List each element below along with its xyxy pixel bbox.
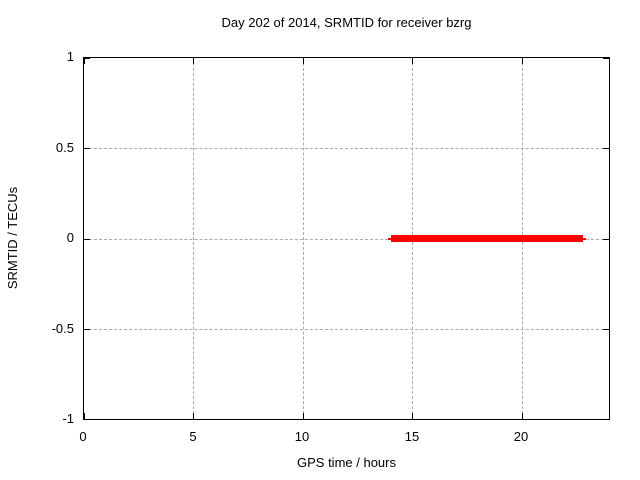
x-tick-mark <box>303 58 304 64</box>
y-tick-label: 0.5 <box>55 140 74 155</box>
y-tick-label: -1 <box>62 411 74 426</box>
y-tick-mark <box>84 148 90 149</box>
y-tick-label: -0.5 <box>51 321 74 336</box>
y-tick-mark <box>84 58 90 59</box>
x-tick-mark <box>193 413 194 419</box>
y-gridline <box>84 328 609 330</box>
x-tick-mark <box>412 413 413 419</box>
x-tick-mark <box>84 58 85 64</box>
x-tick-mark <box>412 58 413 64</box>
x-tick-mark <box>84 413 85 419</box>
x-tick-label: 20 <box>513 429 529 444</box>
x-tick-label: 5 <box>189 429 197 444</box>
x-tick-mark <box>193 58 194 64</box>
x-tick-label: 0 <box>79 429 87 444</box>
x-axis-label: GPS time / hours <box>297 455 396 470</box>
y-gridline <box>84 238 609 240</box>
y-tick-mark <box>603 239 609 240</box>
y-tick-mark <box>84 419 90 420</box>
y-tick-label: 1 <box>66 49 74 64</box>
y-tick-label: 0 <box>66 230 74 245</box>
y-tick-mark <box>603 58 609 59</box>
x-tick-mark <box>522 58 523 64</box>
y-tick-mark <box>603 148 609 149</box>
data-series-line <box>391 235 583 242</box>
chart-title: Day 202 of 2014, SRMTID for receiver bzr… <box>221 15 472 30</box>
y-tick-mark <box>84 239 90 240</box>
y-tick-mark <box>603 419 609 420</box>
x-tick-mark <box>522 413 523 419</box>
x-tick-mark <box>303 413 304 419</box>
x-tick-label: 10 <box>294 429 310 444</box>
y-axis-label: SRMTID / TECUs <box>5 186 20 290</box>
y-tick-mark <box>603 329 609 330</box>
y-gridline <box>84 148 609 150</box>
y-tick-mark <box>84 329 90 330</box>
plot-area <box>83 57 610 420</box>
x-tick-label: 15 <box>404 429 420 444</box>
